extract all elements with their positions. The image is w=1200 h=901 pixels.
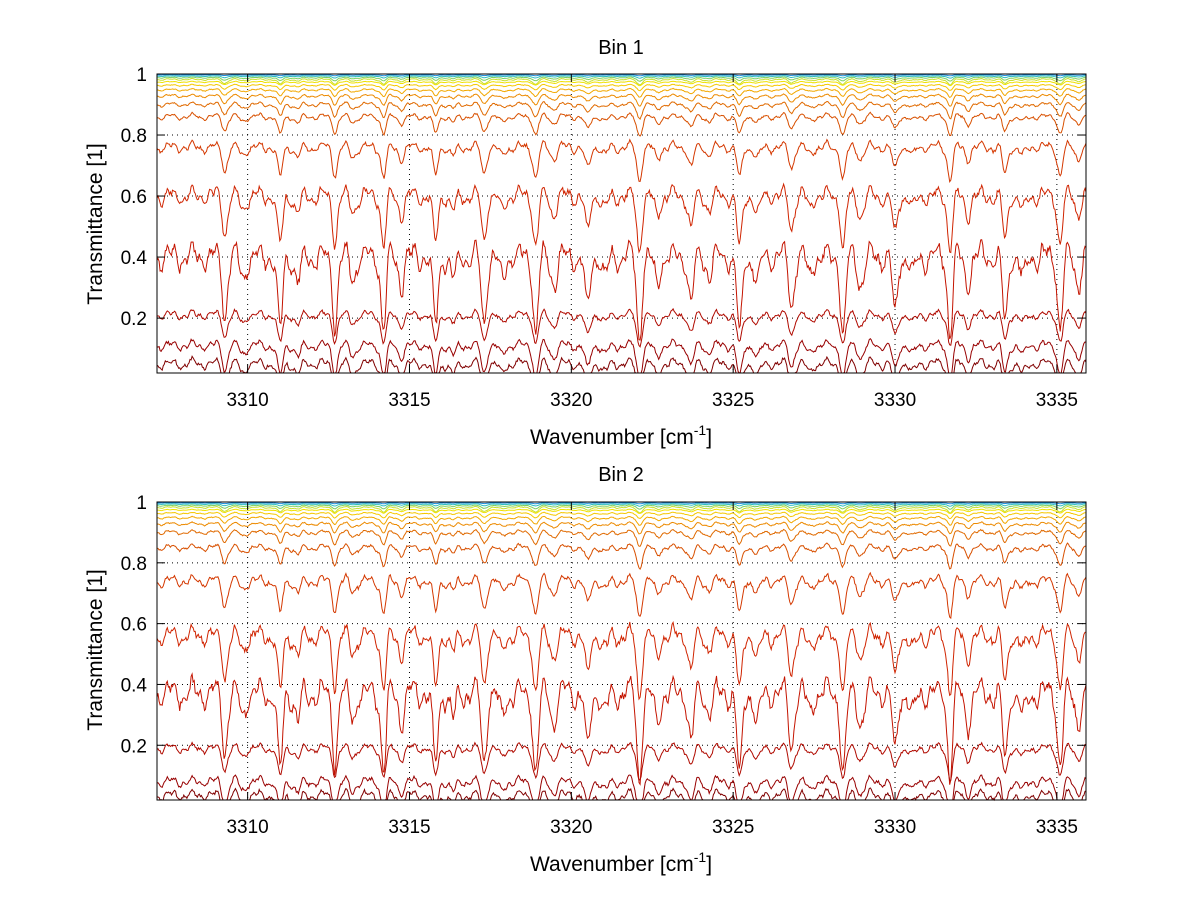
series-line bbox=[156, 521, 1086, 535]
y-tick-label: 0.8 bbox=[121, 554, 147, 575]
series-line bbox=[156, 100, 1087, 121]
series-line bbox=[156, 672, 1087, 786]
x-tick-label: 3330 bbox=[874, 390, 916, 411]
x-axis-label-superscript: -1 bbox=[694, 849, 707, 865]
x-tick-label: 3335 bbox=[1036, 817, 1078, 838]
x-tick-label: 3320 bbox=[550, 390, 592, 411]
ticks: 3310 3315 3320 3325 3330 3335 0.2 0.4 0.6 0.8 1 bbox=[121, 65, 1086, 411]
series-line bbox=[156, 741, 1087, 782]
series-line bbox=[156, 620, 1087, 701]
x-tick-label: 3310 bbox=[226, 817, 268, 838]
series-line bbox=[156, 239, 1087, 341]
series-line bbox=[156, 80, 1087, 87]
y-tick-label: 0.8 bbox=[121, 126, 147, 147]
y-tick-label: 0.2 bbox=[121, 309, 147, 330]
x-tick-label: 3330 bbox=[874, 817, 916, 838]
x-axis-label-end: ] bbox=[706, 853, 712, 876]
series-line bbox=[156, 571, 1087, 620]
series-line bbox=[156, 138, 1087, 183]
series-line bbox=[157, 75, 1086, 79]
series-line bbox=[156, 355, 1087, 374]
series-line bbox=[157, 74, 1087, 77]
series-group bbox=[156, 73, 1087, 374]
series-line bbox=[156, 774, 1087, 801]
series-line bbox=[156, 515, 1087, 526]
y-tick-label: 0.6 bbox=[121, 615, 147, 636]
x-tick-label: 3315 bbox=[388, 390, 430, 411]
series-line bbox=[156, 337, 1087, 374]
x-tick-label: 3325 bbox=[712, 817, 754, 838]
plot-frame bbox=[156, 501, 1087, 801]
series-line bbox=[156, 508, 1087, 514]
y-tick-label: 1 bbox=[136, 65, 147, 86]
series-line bbox=[156, 77, 1087, 86]
series-line bbox=[156, 505, 1087, 514]
series-line bbox=[156, 503, 1086, 507]
y-tick-label: 1 bbox=[136, 493, 147, 514]
series-line bbox=[157, 76, 1087, 82]
plot-frame bbox=[156, 73, 1087, 374]
series-line bbox=[156, 787, 1087, 802]
x-axis-label: Wavenumber [cm-1] bbox=[530, 422, 712, 449]
series-line bbox=[156, 111, 1087, 137]
x-tick-label: 3320 bbox=[550, 817, 592, 838]
y-axis-label: Transmittance [1] bbox=[84, 569, 107, 730]
y-tick-label: 0.2 bbox=[121, 736, 147, 757]
series-line bbox=[156, 511, 1086, 520]
series-line bbox=[156, 504, 1086, 510]
chart-title: Bin 2 bbox=[598, 464, 644, 486]
y-tick-label: 0.4 bbox=[121, 248, 148, 269]
x-tick-label: 3310 bbox=[226, 390, 268, 411]
x-tick-label: 3325 bbox=[712, 390, 754, 411]
series-line bbox=[157, 542, 1087, 570]
series-line bbox=[156, 83, 1087, 92]
y-tick-label: 0.6 bbox=[121, 187, 147, 208]
x-axis-label-text: Wavenumber [cm bbox=[530, 853, 694, 876]
series-line bbox=[156, 93, 1087, 107]
x-axis-label: Wavenumber [cm-1] bbox=[530, 849, 712, 876]
chart-title: Bin 1 bbox=[598, 37, 644, 59]
x-tick-label: 3335 bbox=[1036, 390, 1078, 411]
series-line bbox=[156, 528, 1087, 547]
ticks: 3310 3315 3320 3325 3330 3335 0.2 0.4 0.6 0.8 1 bbox=[121, 493, 1086, 838]
series-group bbox=[156, 501, 1087, 802]
chart-bin-2: Bin 2 3310 3315 3320 3325 3330 3335 0.2 0.4 0.6 0… bbox=[84, 464, 1087, 876]
series-line bbox=[156, 502, 1087, 505]
series-line bbox=[156, 307, 1087, 348]
y-tick-label: 0.4 bbox=[121, 675, 148, 696]
series-line bbox=[156, 87, 1087, 99]
y-axis-label: Transmittance [1] bbox=[84, 143, 107, 304]
x-tick-label: 3315 bbox=[388, 817, 430, 838]
chart-bin-1: Bin 1 3310 3315 3320 3325 3330 3335 0.2 0.4 0.6 0… bbox=[84, 37, 1087, 449]
x-axis-label-text: Wavenumber [cm bbox=[530, 426, 694, 449]
x-axis-label-superscript: -1 bbox=[694, 422, 707, 438]
x-axis-label-end: ] bbox=[706, 426, 712, 449]
series-line bbox=[156, 182, 1087, 254]
